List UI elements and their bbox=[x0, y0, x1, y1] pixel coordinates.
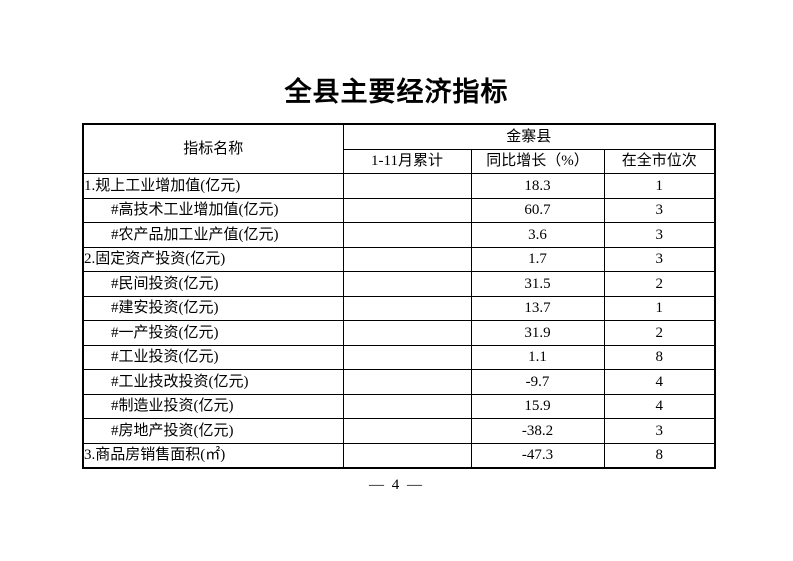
table-header-row-1: 指标名称 金寨县 bbox=[82, 123, 716, 174]
city-rank-cell: 2 bbox=[603, 320, 716, 346]
table-header-row-2: 1-11月累计 同比增长（%） 在全市位次 bbox=[83, 148, 716, 174]
yoy-growth-cell: 13.7 bbox=[470, 295, 605, 321]
city-rank-cell: 8 bbox=[603, 344, 716, 370]
yoy-growth-cell: -9.7 bbox=[470, 369, 605, 395]
table-row: 3.商品房销售面积(㎡) -47.3 8 bbox=[82, 442, 716, 469]
yoy-growth-cell: 60.7 bbox=[470, 197, 605, 223]
indicator-name-cell: 2.固定资产投资(亿元) bbox=[82, 246, 344, 272]
yoy-growth-cell: 15.9 bbox=[470, 393, 605, 419]
yoy-growth-cell: 3.6 bbox=[470, 222, 605, 248]
table-row: #一产投资(亿元) 31.9 2 bbox=[82, 320, 716, 346]
cumulative-value-cell bbox=[342, 295, 472, 321]
page-title: 全县主要经济指标 bbox=[284, 77, 509, 108]
city-rank-cell: 3 bbox=[603, 418, 716, 444]
column-header-county-group: 金寨县 bbox=[342, 123, 716, 150]
cumulative-value-cell bbox=[342, 246, 472, 272]
indicator-name-cell: #一产投资(亿元) bbox=[82, 320, 344, 346]
page-number: — 4 — bbox=[369, 477, 424, 493]
yoy-growth-cell: -47.3 bbox=[470, 442, 605, 469]
cumulative-value-cell bbox=[342, 442, 472, 469]
cumulative-value-cell bbox=[342, 173, 472, 199]
table-row: #建安投资(亿元) 13.7 1 bbox=[82, 295, 716, 321]
yoy-growth-cell: 31.5 bbox=[470, 271, 605, 297]
table-header: 指标名称 金寨县 1-11月累计 同比增长（%） 在全市位次 bbox=[82, 123, 716, 174]
cumulative-value-cell bbox=[342, 344, 472, 370]
city-rank-cell: 3 bbox=[603, 222, 716, 248]
cumulative-value-cell bbox=[342, 197, 472, 223]
table-row: #房地产投资(亿元) -38.2 3 bbox=[82, 418, 716, 444]
table-row: #制造业投资(亿元) 15.9 4 bbox=[82, 393, 716, 419]
city-rank-cell: 4 bbox=[603, 393, 716, 419]
cumulative-value-cell bbox=[342, 369, 472, 395]
city-rank-cell: 1 bbox=[603, 295, 716, 321]
table-row: 1.规上工业增加值(亿元) 18.3 1 bbox=[82, 173, 716, 199]
indicators-table: 指标名称 金寨县 1-11月累计 同比增长（%） 在全市位次 1.规上工业增加值… bbox=[82, 123, 717, 469]
table-row: #农产品加工业产值(亿元) 3.6 3 bbox=[82, 222, 716, 248]
yoy-growth-cell: -38.2 bbox=[470, 418, 605, 444]
column-header-indicator-name: 指标名称 bbox=[82, 123, 344, 174]
indicator-name-cell: #房地产投资(亿元) bbox=[82, 418, 344, 444]
indicator-name-cell: #民间投资(亿元) bbox=[82, 271, 344, 297]
table-row: #工业技改投资(亿元) -9.7 4 bbox=[82, 369, 716, 395]
city-rank-cell: 1 bbox=[603, 173, 716, 199]
yoy-growth-cell: 1.1 bbox=[470, 344, 605, 370]
indicator-name-cell: #制造业投资(亿元) bbox=[82, 393, 344, 419]
table-row: 2.固定资产投资(亿元) 1.7 3 bbox=[82, 246, 716, 272]
indicator-name-cell: 1.规上工业增加值(亿元) bbox=[82, 173, 344, 199]
table-row: #高技术工业增加值(亿元) 60.7 3 bbox=[82, 197, 716, 223]
indicator-name-cell: #农产品加工业产值(亿元) bbox=[82, 222, 344, 248]
yoy-growth-cell: 18.3 bbox=[470, 173, 605, 199]
cumulative-value-cell bbox=[342, 222, 472, 248]
indicator-name-cell: #建安投资(亿元) bbox=[82, 295, 344, 321]
column-header-yoy-growth: 同比增长（%） bbox=[470, 148, 605, 174]
column-header-cumulative: 1-11月累计 bbox=[342, 148, 472, 174]
yoy-growth-cell: 31.9 bbox=[470, 320, 605, 346]
table-row: #民间投资(亿元) 31.5 2 bbox=[82, 271, 716, 297]
city-rank-cell: 4 bbox=[603, 369, 716, 395]
yoy-growth-cell: 1.7 bbox=[470, 246, 605, 272]
table-row: #工业投资(亿元) 1.1 8 bbox=[82, 344, 716, 370]
column-header-city-rank: 在全市位次 bbox=[603, 148, 716, 174]
table-body: 1.规上工业增加值(亿元) 18.3 1 #高技术工业增加值(亿元) 60.7 3 #农产品… bbox=[82, 173, 716, 469]
cumulative-value-cell bbox=[342, 393, 472, 419]
indicator-name-cell: #高技术工业增加值(亿元) bbox=[82, 197, 344, 223]
city-rank-cell: 2 bbox=[603, 271, 716, 297]
cumulative-value-cell bbox=[342, 320, 472, 346]
city-rank-cell: 3 bbox=[603, 246, 716, 272]
city-rank-cell: 8 bbox=[603, 442, 716, 469]
cumulative-value-cell bbox=[342, 271, 472, 297]
indicator-name-cell: 3.商品房销售面积(㎡) bbox=[82, 442, 344, 469]
cumulative-value-cell bbox=[342, 418, 472, 444]
city-rank-cell: 3 bbox=[603, 197, 716, 223]
indicator-name-cell: #工业技改投资(亿元) bbox=[82, 369, 344, 395]
indicator-name-cell: #工业投资(亿元) bbox=[82, 344, 344, 370]
